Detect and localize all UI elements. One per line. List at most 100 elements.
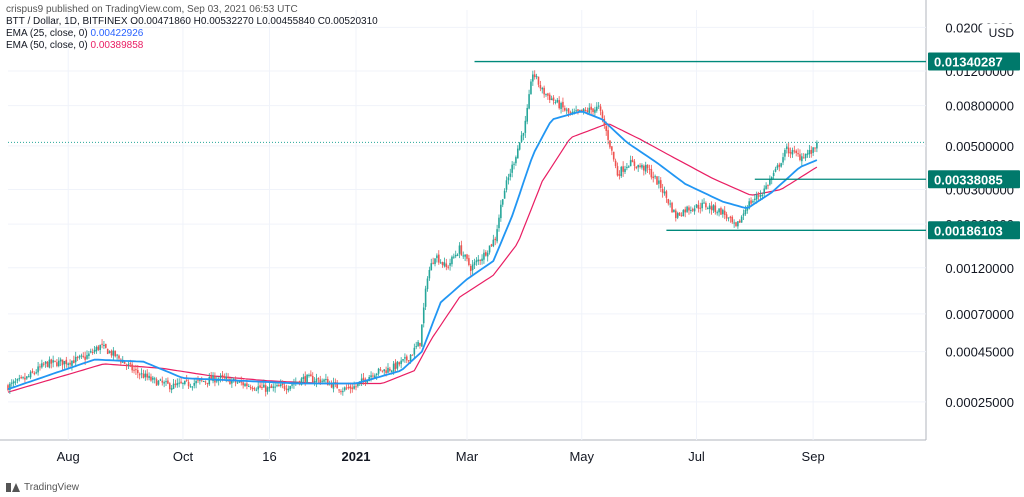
candle-body: [199, 379, 201, 381]
candle-body: [421, 324, 423, 347]
candle-body: [590, 106, 592, 110]
candle-body: [86, 355, 88, 359]
candle-body: [255, 389, 258, 391]
candle-body: [225, 377, 228, 379]
candle-body: [193, 383, 196, 386]
candle-body: [74, 356, 77, 363]
candle-body: [488, 245, 491, 253]
candle-body: [99, 344, 101, 351]
candle-body: [441, 262, 444, 266]
candle-body: [509, 173, 512, 177]
candle-body: [752, 201, 754, 203]
candle-body: [714, 205, 717, 213]
candle-body: [458, 245, 461, 254]
candle-body: [609, 140, 611, 148]
candle-body: [231, 380, 233, 384]
candle-body: [178, 382, 180, 384]
candle-body: [445, 263, 448, 268]
candle-body: [202, 381, 205, 383]
candle-body: [379, 369, 382, 371]
candle-body: [710, 206, 713, 211]
candle-body: [415, 346, 418, 348]
candle-body: [88, 353, 90, 357]
candle-body: [652, 176, 655, 179]
candle-body: [588, 107, 591, 113]
candle-body: [204, 381, 207, 383]
candle-body: [643, 165, 645, 171]
candle-body: [554, 101, 557, 103]
candle-body: [718, 208, 720, 213]
candle-body: [456, 254, 459, 256]
candle-body: [569, 112, 572, 114]
candle-body: [67, 363, 69, 365]
candle-body: [33, 373, 36, 375]
candle-body: [302, 376, 305, 379]
candle-body: [142, 373, 145, 378]
candle-body: [39, 366, 41, 368]
candle-body: [338, 389, 340, 391]
candle-body: [424, 288, 427, 307]
time-axis[interactable]: Aug Oct 16 2021 Mar May Jul Sep: [57, 449, 825, 464]
candle-body: [475, 260, 478, 263]
candle-body: [80, 355, 83, 357]
candle-body: [631, 159, 634, 163]
candle-body: [565, 109, 568, 111]
x-tick-label: 2021: [342, 449, 371, 464]
candle-body: [208, 377, 211, 385]
candle-body: [326, 379, 329, 386]
candle-body: [594, 109, 596, 113]
candle-body: [669, 203, 671, 205]
ema50-line: [7, 123, 818, 393]
candle-body: [737, 221, 739, 227]
candle-body: [577, 109, 579, 111]
candle-body: [200, 379, 203, 381]
candle-body: [580, 109, 583, 112]
candle-body: [270, 385, 273, 388]
candle-body: [24, 377, 26, 380]
candle-body: [61, 359, 64, 366]
candle-body: [708, 205, 711, 210]
candle-body: [285, 388, 288, 390]
candle-body: [810, 149, 813, 154]
candle-body: [18, 378, 21, 380]
candle-body: [635, 166, 638, 169]
candle-body: [278, 384, 280, 387]
candle-body: [313, 381, 316, 383]
candle-body: [187, 381, 190, 387]
candle-body: [91, 352, 94, 354]
candle-body: [680, 215, 683, 217]
candle-body: [449, 262, 451, 266]
candle-body: [439, 262, 442, 264]
level-label: 0.00338085: [934, 172, 1003, 187]
candle-body: [244, 383, 246, 387]
candle-body: [56, 362, 58, 367]
candle-body: [678, 212, 681, 216]
candle-body: [778, 164, 781, 167]
candle-body: [485, 252, 487, 256]
candle-body: [738, 220, 741, 223]
candle-body: [468, 258, 470, 266]
candle-body: [387, 367, 389, 373]
candle-body: [526, 107, 528, 122]
candle-body: [319, 379, 322, 383]
ema25-layer: [7, 110, 818, 391]
candle-body: [582, 108, 585, 112]
candle-body: [357, 383, 359, 387]
candle-body: [780, 163, 782, 167]
candle-body: [106, 348, 109, 355]
candle-body: [464, 254, 466, 257]
ema50-layer: [7, 123, 818, 393]
candle-body: [772, 172, 775, 177]
ema50-label: EMA (50, close, 0): [6, 40, 88, 51]
candle-body: [246, 383, 248, 386]
candle-body: [219, 375, 222, 378]
candle-body: [133, 369, 135, 371]
price-axis[interactable]: 0.020000000.012000000.008000000.00500000…: [928, 20, 1020, 410]
candle-body: [501, 199, 504, 205]
candle-body: [146, 373, 149, 378]
candle-body: [27, 376, 30, 378]
candle-body: [599, 106, 602, 111]
candle-body: [191, 386, 194, 388]
candle-body: [601, 111, 604, 119]
